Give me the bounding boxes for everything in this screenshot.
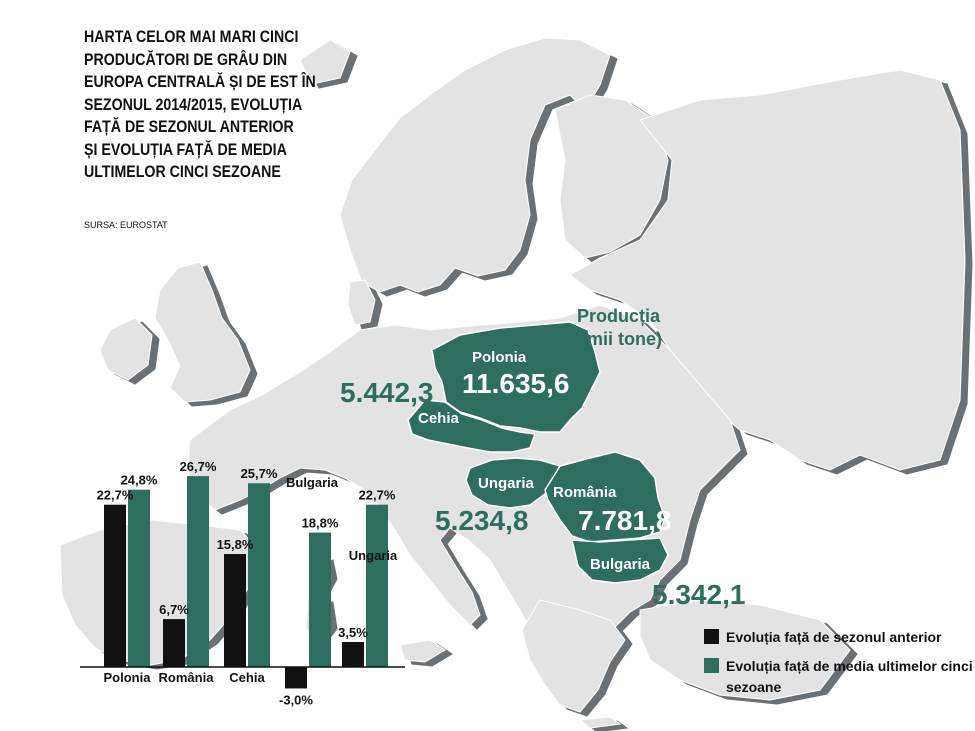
bar-românia-series-0 — [163, 619, 185, 667]
legend: Evoluția față de sezonul anterior Evoluț… — [704, 629, 973, 695]
country-name-cehia: Cehia — [418, 410, 460, 427]
production-romania: 7.781,8 — [578, 505, 671, 536]
category-label-ungaria: Ungaria — [349, 548, 398, 563]
country-name-romania: România — [553, 484, 617, 501]
highlighted-countries — [407, 321, 669, 584]
bar-bulgaria-series-0 — [285, 667, 307, 689]
bar-ungaria-series-1 — [366, 504, 388, 667]
bar-value-label: 6,7% — [159, 602, 189, 617]
bar-value-label: 22,7% — [97, 488, 134, 503]
svalbard-landmass — [299, 39, 351, 85]
denmark-landmass — [347, 279, 376, 326]
bar-value-label: 18,8% — [302, 516, 339, 531]
production-ungaria: 5.234,8 — [435, 505, 528, 536]
legend-swatch-five-season-avg — [704, 658, 719, 673]
country-name-ungaria: Ungaria — [478, 475, 535, 492]
bar-bulgaria-series-1 — [309, 532, 331, 667]
bar-românia-series-1 — [187, 476, 209, 667]
hungary-shape — [465, 457, 562, 509]
bar-cehia-series-1 — [248, 483, 270, 667]
title-line: EUROPA CENTRALĂ ȘI DE EST ÎN — [84, 73, 316, 91]
title-line: ȘI EVOLUȚIA FAȚĂ DE MEDIA — [84, 140, 287, 159]
country-name-polonia: Polonia — [472, 349, 527, 366]
title-line: HARTA CELOR MAI MARI CINCI — [84, 28, 299, 46]
legend-label-previous-season: Evoluția față de sezonul anterior — [726, 629, 942, 645]
crete-landmass — [578, 716, 622, 729]
category-label-bulgaria: Bulgaria — [286, 475, 339, 490]
balkans-landmass — [521, 599, 626, 713]
bar-value-label: 3,5% — [338, 625, 368, 640]
czechia-shape — [407, 399, 537, 453]
source-note: SURSA: EUROSTAT — [84, 220, 168, 230]
bar-cehia-series-0 — [224, 554, 246, 667]
title-line: SEZONUL 2014/2015, EVOLUȚIA — [84, 95, 303, 114]
bar-ungaria-series-0 — [342, 641, 364, 667]
sicily-landmass — [399, 639, 446, 663]
title-line: FAȚĂ DE SEZONUL ANTERIOR — [84, 118, 294, 136]
bar-value-label: -3,0% — [279, 692, 313, 707]
production-polonia: 11.635,6 — [462, 368, 569, 399]
ireland-landmass — [99, 317, 153, 381]
bar-value-label: 24,8% — [121, 473, 158, 488]
page-title: HARTA CELOR MAI MARI CINCI PRODUCĂTORI D… — [84, 26, 316, 184]
title-line: PRODUCĂTORI DE GRÂU DIN — [84, 50, 288, 69]
anatolia-landmass — [639, 599, 851, 701]
legend-label-five-season-avg-cont: sezoane — [726, 679, 781, 695]
bar-value-label: 25,7% — [241, 466, 278, 481]
category-label-polonia: Polonia — [104, 670, 152, 685]
bar-value-label: 26,7% — [180, 459, 217, 474]
bar-polonia-series-1 — [128, 489, 150, 667]
production-cehia: 5.442,3 — [340, 377, 433, 408]
country-name-bulgaria: Bulgaria — [590, 556, 651, 573]
great-britain-landmass — [154, 261, 251, 403]
legend-label-five-season-avg: Evoluția față de media ultimelor cinci — [726, 658, 973, 674]
production-unit-label: (mii tone) — [581, 329, 662, 349]
production-bulgaria: 5.342,1 — [652, 579, 745, 610]
bar-value-label: 22,7% — [359, 488, 396, 503]
finland-landmass — [554, 94, 669, 259]
bulgaria-shape — [571, 537, 669, 584]
title-line: ULTIMELOR CINCI SEZOANE — [84, 163, 281, 181]
category-label-românia: România — [159, 670, 215, 685]
bar-polonia-series-0 — [104, 504, 126, 667]
category-label-cehia: Cehia — [229, 670, 265, 685]
romania-shape — [544, 451, 666, 543]
scandinavia-landmass — [339, 37, 611, 293]
production-label: Producția — [577, 306, 661, 326]
legend-swatch-previous-season — [704, 629, 719, 644]
bar-value-label: 15,8% — [217, 537, 254, 552]
russia-landmass — [569, 69, 966, 471]
